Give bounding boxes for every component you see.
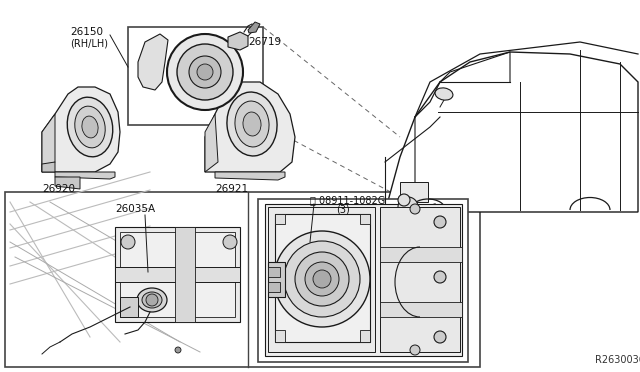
- Polygon shape: [228, 32, 248, 50]
- Circle shape: [223, 235, 237, 249]
- Bar: [5, 192, 480, 367]
- Ellipse shape: [142, 292, 162, 308]
- Polygon shape: [275, 214, 285, 224]
- Bar: [258, 199, 468, 362]
- Polygon shape: [175, 227, 195, 322]
- Polygon shape: [275, 330, 285, 342]
- Polygon shape: [55, 172, 115, 179]
- Polygon shape: [115, 227, 240, 322]
- Ellipse shape: [67, 97, 113, 157]
- Circle shape: [410, 345, 420, 355]
- Ellipse shape: [137, 288, 167, 312]
- Polygon shape: [268, 207, 375, 352]
- Ellipse shape: [227, 92, 277, 156]
- Bar: [400, 182, 428, 202]
- Circle shape: [410, 204, 420, 214]
- Polygon shape: [265, 204, 462, 356]
- Circle shape: [305, 262, 339, 296]
- Polygon shape: [215, 172, 285, 180]
- Text: 26035A: 26035A: [115, 204, 155, 214]
- Circle shape: [197, 64, 213, 80]
- Circle shape: [434, 271, 446, 283]
- Text: 26719: 26719: [248, 37, 281, 47]
- Polygon shape: [55, 177, 80, 189]
- Text: (RH/LH): (RH/LH): [70, 39, 108, 49]
- Circle shape: [177, 44, 233, 100]
- Polygon shape: [115, 267, 240, 282]
- Polygon shape: [268, 282, 280, 292]
- Polygon shape: [360, 330, 370, 342]
- Polygon shape: [360, 214, 370, 224]
- Circle shape: [167, 34, 243, 110]
- Text: R2630036: R2630036: [595, 355, 640, 365]
- Circle shape: [146, 294, 158, 306]
- Text: 26921: 26921: [215, 184, 248, 194]
- Polygon shape: [205, 82, 295, 172]
- Ellipse shape: [435, 88, 453, 100]
- Circle shape: [313, 270, 331, 288]
- Polygon shape: [42, 87, 120, 172]
- Polygon shape: [380, 247, 462, 262]
- Circle shape: [434, 331, 446, 343]
- Polygon shape: [120, 232, 235, 317]
- Text: (3): (3): [336, 204, 349, 214]
- Bar: [128, 27, 263, 125]
- Circle shape: [434, 216, 446, 228]
- Circle shape: [121, 235, 135, 249]
- Polygon shape: [42, 162, 55, 172]
- Ellipse shape: [243, 112, 261, 136]
- Circle shape: [398, 194, 410, 206]
- Text: 26150: 26150: [70, 27, 103, 37]
- Polygon shape: [205, 114, 218, 172]
- Circle shape: [189, 56, 221, 88]
- Ellipse shape: [82, 116, 98, 138]
- Polygon shape: [268, 262, 285, 297]
- Polygon shape: [385, 52, 638, 212]
- Polygon shape: [268, 267, 280, 277]
- Ellipse shape: [75, 106, 105, 148]
- Polygon shape: [138, 34, 168, 90]
- Polygon shape: [42, 114, 55, 172]
- Circle shape: [295, 252, 349, 306]
- Polygon shape: [380, 207, 460, 352]
- Polygon shape: [380, 302, 462, 317]
- Polygon shape: [275, 214, 370, 342]
- Polygon shape: [120, 297, 138, 317]
- Text: Ⓝ 08911-1082G: Ⓝ 08911-1082G: [310, 195, 385, 205]
- Circle shape: [398, 197, 418, 217]
- Text: 26920: 26920: [42, 184, 75, 194]
- Ellipse shape: [235, 101, 269, 147]
- Circle shape: [274, 231, 370, 327]
- Circle shape: [175, 347, 181, 353]
- Circle shape: [284, 241, 360, 317]
- Polygon shape: [248, 22, 260, 33]
